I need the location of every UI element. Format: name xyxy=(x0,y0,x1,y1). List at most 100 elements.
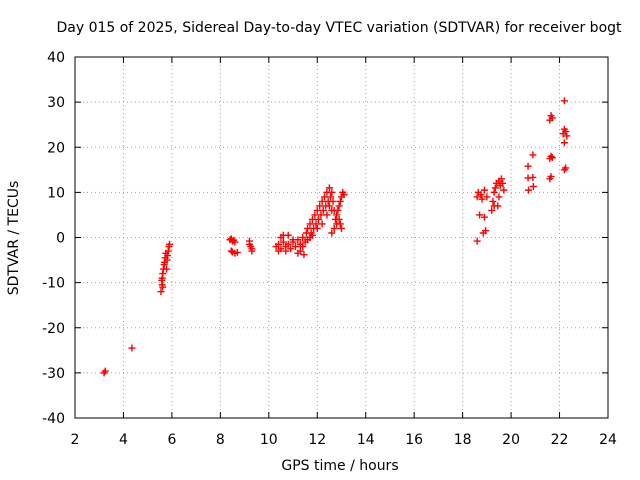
data-point xyxy=(480,186,488,194)
x-tick-label: 16 xyxy=(405,432,423,448)
data-point xyxy=(321,193,329,201)
data-points xyxy=(100,97,571,377)
data-point xyxy=(313,224,321,232)
y-axis-label: SDTVAR / TECUs xyxy=(6,181,22,296)
data-point xyxy=(338,224,345,232)
data-point xyxy=(328,229,336,237)
data-point xyxy=(548,154,556,162)
y-tick-label: -10 xyxy=(42,276,65,292)
data-point xyxy=(312,220,320,228)
grid xyxy=(75,57,608,418)
y-tick-label: 10 xyxy=(47,185,65,201)
data-point xyxy=(164,247,172,255)
data-point xyxy=(233,248,241,256)
y-tick-label: 20 xyxy=(47,140,65,156)
data-point xyxy=(158,276,166,284)
data-point xyxy=(328,188,336,196)
data-point xyxy=(328,206,336,214)
x-tick-label: 22 xyxy=(551,432,569,448)
y-tick-labels: -40 -30 -20 -10 0 10 20 30 40 xyxy=(42,50,65,427)
x-tick-label: 24 xyxy=(599,432,617,448)
data-point xyxy=(334,206,342,214)
data-point xyxy=(562,127,570,135)
data-point xyxy=(495,193,503,201)
data-point xyxy=(159,270,167,278)
data-point xyxy=(325,184,333,192)
data-point xyxy=(529,183,537,191)
data-point xyxy=(279,238,287,246)
data-point xyxy=(483,193,491,201)
data-point xyxy=(490,202,498,210)
data-point xyxy=(275,247,283,255)
axis-ticks xyxy=(74,56,609,419)
x-tick-label: 8 xyxy=(216,432,225,448)
data-point xyxy=(488,206,496,214)
data-point xyxy=(340,191,348,199)
data-point xyxy=(299,243,307,251)
data-point xyxy=(476,211,484,219)
x-tick-label: 2 xyxy=(71,432,80,448)
data-point xyxy=(323,211,331,219)
y-tick-label: 30 xyxy=(47,95,65,111)
data-point xyxy=(524,162,532,170)
data-point xyxy=(282,247,290,255)
data-point xyxy=(325,202,333,210)
data-point xyxy=(500,186,508,194)
data-point xyxy=(563,132,571,140)
data-point xyxy=(227,247,235,255)
plot-frame xyxy=(74,56,609,419)
data-point xyxy=(317,211,325,219)
data-point xyxy=(275,240,283,248)
data-point xyxy=(333,211,341,219)
data-point xyxy=(318,220,326,228)
data-point xyxy=(300,251,308,259)
data-point xyxy=(327,193,335,201)
y-tick-label: -40 xyxy=(42,411,65,427)
data-point xyxy=(477,191,485,199)
x-tick-label: 6 xyxy=(167,432,176,448)
data-point xyxy=(529,173,537,181)
data-point xyxy=(480,213,488,221)
y-tick-label: 0 xyxy=(56,231,65,247)
data-point xyxy=(296,247,304,255)
data-point xyxy=(318,197,326,205)
data-point xyxy=(560,139,568,147)
data-point xyxy=(560,97,568,105)
data-point xyxy=(473,237,481,245)
data-point xyxy=(248,247,256,255)
x-tick-label: 4 xyxy=(119,432,128,448)
data-point xyxy=(329,197,337,205)
data-point xyxy=(311,211,319,219)
data-point xyxy=(548,114,556,122)
x-tick-labels: 2 4 6 8 10 12 14 16 18 20 22 24 xyxy=(71,432,617,448)
data-point xyxy=(313,206,321,214)
data-point xyxy=(336,197,344,205)
x-tick-label: 12 xyxy=(308,432,326,448)
data-point xyxy=(316,202,324,210)
data-point xyxy=(547,152,555,160)
data-point xyxy=(335,215,343,223)
data-point xyxy=(529,151,537,159)
data-point xyxy=(490,188,498,196)
data-point xyxy=(287,245,295,253)
data-point xyxy=(128,344,136,352)
data-point xyxy=(499,179,507,187)
data-point xyxy=(291,243,299,251)
x-tick-label: 10 xyxy=(260,432,278,448)
data-point xyxy=(478,195,486,203)
data-point xyxy=(319,206,327,214)
data-point xyxy=(308,231,316,239)
data-point xyxy=(495,177,503,185)
data-point xyxy=(314,215,322,223)
data-point xyxy=(335,202,343,210)
data-point xyxy=(284,231,292,239)
data-point xyxy=(333,220,341,228)
data-point xyxy=(482,227,490,235)
data-point xyxy=(165,240,173,248)
data-point xyxy=(159,283,167,291)
data-point xyxy=(245,237,253,245)
y-tick-label: -30 xyxy=(42,366,65,382)
data-point xyxy=(289,236,297,244)
data-point xyxy=(231,238,239,246)
